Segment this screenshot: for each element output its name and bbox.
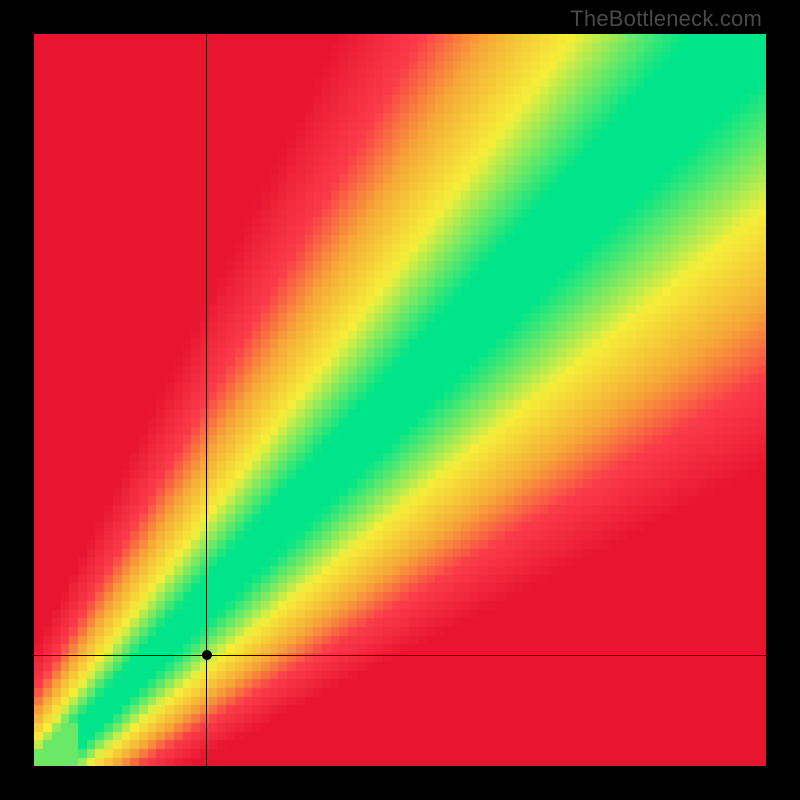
selection-marker <box>202 650 212 660</box>
crosshair-horizontal <box>34 655 766 656</box>
bottleneck-heatmap <box>34 34 766 766</box>
watermark-text: TheBottleneck.com <box>570 6 762 32</box>
